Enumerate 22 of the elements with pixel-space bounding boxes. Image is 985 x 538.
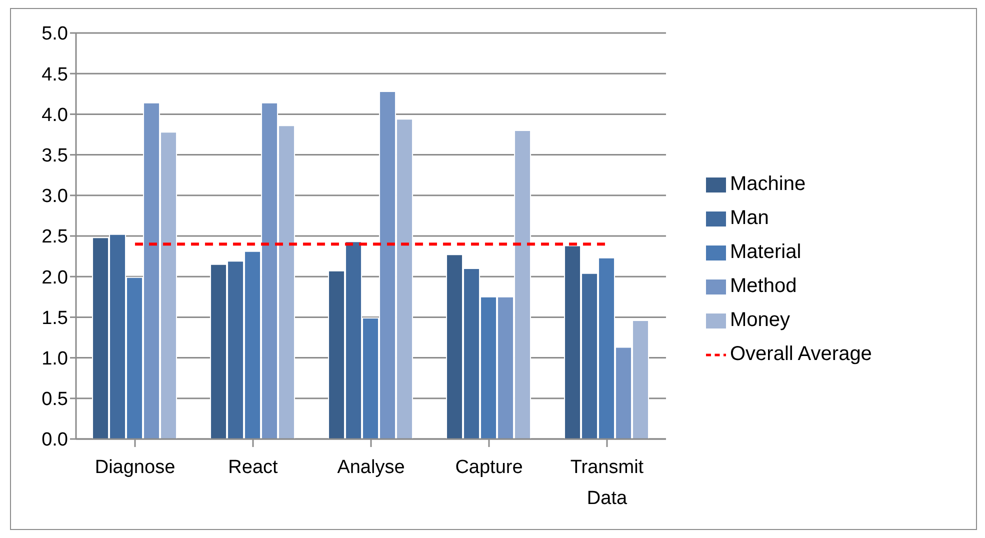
x-tick-label: Analyse [337,457,405,478]
y-tick-label: 4.5 [42,64,68,86]
x-tick-label: React [228,457,279,478]
legend-label: Material [730,241,802,263]
legend-label: Money [730,309,790,331]
y-tick-label: 2.5 [42,226,68,248]
y-tick-label: 5.0 [42,24,68,45]
legend-label: Overall Average [730,343,872,365]
x-tick-label: Transmit Data [570,457,644,509]
y-tick-label: 2.0 [42,267,68,288]
y-tick-label: 1.5 [42,308,68,329]
x-tick-label: Diagnose [94,457,176,478]
legend-label: Method [730,275,797,297]
legend-label: Man [730,207,769,229]
y-tick-label: 4.0 [42,104,68,126]
x-tick-label: Capture [455,457,523,478]
y-tick-label: 0.5 [42,389,68,410]
y-tick-label: 3.5 [42,146,68,167]
y-tick-label: 0.0 [42,430,68,451]
y-tick-label: 1.0 [42,348,68,370]
y-tick-label: 3.0 [42,186,68,208]
legend-label: Machine [730,173,806,195]
